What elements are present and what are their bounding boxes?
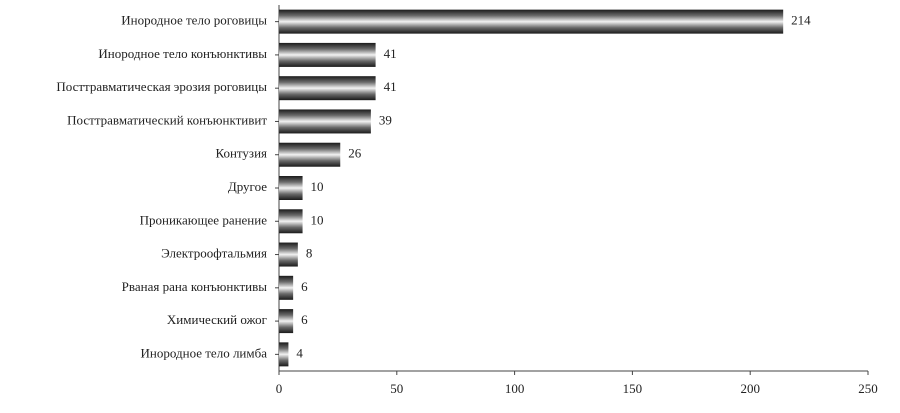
y-tick-label: Другое: [228, 179, 267, 194]
y-tick-label: Посттравматический конъюнктивит: [67, 112, 267, 127]
value-label: 10: [311, 179, 324, 194]
y-tick-label: Инородное тело роговицы: [121, 13, 267, 28]
bar: [279, 109, 371, 134]
value-label: 26: [348, 146, 362, 161]
bar: [279, 176, 303, 200]
x-tick-label: 50: [390, 381, 403, 396]
bar: [279, 275, 294, 300]
y-tick-label: Инородное тело конъюнктивы: [98, 46, 267, 61]
y-tick-label: Посттравматическая эрозия роговицы: [56, 79, 267, 94]
value-label: 10: [311, 212, 324, 227]
x-tick-label: 0: [276, 381, 283, 396]
value-label: 8: [306, 246, 313, 261]
bar: [279, 242, 298, 267]
bar: [279, 209, 303, 234]
bar: [279, 76, 376, 101]
y-tick-label: Проникающее ранение: [140, 212, 268, 227]
x-tick-label: 100: [505, 381, 525, 396]
value-label: 6: [301, 312, 308, 327]
y-tick-label: Инородное тело лимба: [141, 345, 268, 360]
bar: [279, 342, 289, 367]
y-tick-label: Электроофтальмия: [161, 246, 267, 261]
bar: [279, 42, 376, 67]
bar: [279, 142, 341, 167]
value-label: 4: [296, 345, 303, 360]
value-label: 41: [384, 79, 397, 94]
y-tick-label: Рваная рана конъюнктивы: [122, 279, 268, 294]
x-tick-label: 250: [858, 381, 878, 396]
y-tick-label: Контузия: [215, 146, 267, 161]
value-label: 6: [301, 279, 308, 294]
bar: [279, 309, 294, 334]
value-label: 39: [379, 112, 392, 127]
value-label: 41: [384, 46, 397, 61]
y-tick-label: Химический ожог: [167, 312, 267, 327]
x-tick-label: 200: [740, 381, 760, 396]
value-label: 214: [791, 13, 811, 28]
bar: [279, 9, 784, 34]
x-tick-label: 150: [623, 381, 643, 396]
